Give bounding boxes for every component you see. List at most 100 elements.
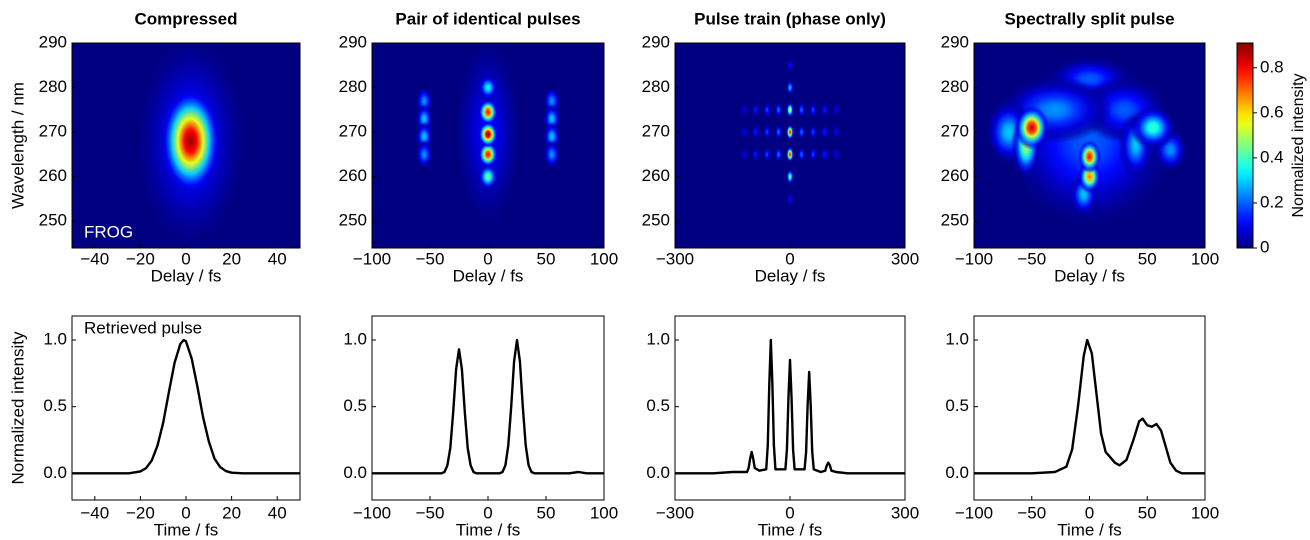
- x-axis-label: Delay / fs: [1054, 266, 1125, 285]
- x-tick-label: 100: [1191, 503, 1219, 522]
- x-tick-label: −100: [955, 503, 993, 522]
- heatmap-spot: [820, 102, 829, 118]
- heatmap-spot: [751, 124, 760, 140]
- heatmap-spot: [797, 124, 806, 140]
- x-tick-label: 40: [268, 503, 287, 522]
- pulse-line: [974, 338, 1205, 475]
- x-axis-label: Delay / fs: [151, 266, 222, 285]
- heatmap-spot: [415, 139, 433, 169]
- heatmap-spot: [763, 146, 771, 163]
- panel-title: Pair of identical pulses: [395, 9, 580, 28]
- panel-title: Spectrally split pulse: [1004, 9, 1174, 28]
- x-tick-label: −50: [416, 249, 445, 268]
- x-tick-label: 50: [537, 249, 556, 268]
- y-tick-label: 260: [339, 166, 367, 185]
- y-tick-label: 270: [39, 122, 67, 141]
- heatmap-spot: [763, 102, 771, 118]
- y-tick-label: 270: [642, 122, 670, 141]
- heatmap-spot: [477, 163, 499, 191]
- x-tick-label: −50: [1017, 249, 1046, 268]
- y-tick-label: 250: [39, 211, 67, 230]
- heatmap-spot: [740, 102, 748, 118]
- x-tick-label: 50: [537, 503, 556, 522]
- y-tick-label: 250: [941, 211, 969, 230]
- heatmap-spot: [786, 168, 794, 185]
- x-tick-label: −300: [656, 249, 694, 268]
- y-tick-label: 0.5: [945, 396, 969, 415]
- panel: Retrieved pulse −40 −20 0 20 40 0.0 0.5 1.0 Time …: [8, 315, 301, 539]
- x-tick-label: 50: [1138, 249, 1157, 268]
- heatmap-spot: [786, 57, 794, 74]
- y-tick-label: 0.0: [646, 463, 670, 482]
- y-tick-label: 1.0: [945, 329, 969, 348]
- y-tick-label: 260: [941, 166, 969, 185]
- y-tick-label: 0.5: [43, 396, 67, 415]
- y-tick-label: 1.0: [343, 329, 367, 348]
- colorbar-tick-label: 0.6: [1260, 102, 1284, 121]
- heatmap-spot: [786, 79, 794, 96]
- heatmap-spot: [820, 124, 829, 140]
- y-tick-label: 280: [339, 77, 367, 96]
- y-tick-label: 260: [642, 166, 670, 185]
- annotation: Retrieved pulse: [84, 318, 202, 337]
- colorbar-label: Normalized intensity: [1290, 73, 1307, 217]
- y-tick-label: 260: [39, 166, 67, 185]
- x-tick-label: 0: [785, 503, 794, 522]
- heatmap-spot: [740, 146, 748, 163]
- heatmap-spot: [477, 98, 499, 126]
- heatmap-spot: [774, 124, 783, 140]
- x-axis-label: Time / fs: [1057, 520, 1122, 539]
- heatmap-spot: [763, 124, 771, 140]
- heatmap-spot: [786, 102, 794, 118]
- heatmap-spot: [774, 146, 783, 163]
- heatmap-spot: [751, 146, 760, 163]
- y-tick-label: 250: [642, 211, 670, 230]
- x-tick-label: 100: [590, 249, 618, 268]
- y-tick-label: 280: [39, 77, 67, 96]
- x-tick-label: 20: [222, 249, 241, 268]
- x-tick-label: −50: [416, 503, 445, 522]
- x-tick-label: −40: [80, 503, 109, 522]
- heatmap-spot: [820, 146, 829, 163]
- x-tick-label: 0: [1085, 503, 1094, 522]
- x-tick-label: −20: [126, 503, 155, 522]
- x-tick-label: 0: [483, 503, 492, 522]
- heatmap-spot: [477, 141, 499, 168]
- heatmap-spot: [786, 191, 794, 207]
- y-tick-label: 0.0: [43, 463, 67, 482]
- x-tick-label: 100: [590, 503, 618, 522]
- annotation: FROG: [84, 222, 133, 241]
- heatmap: [974, 43, 1205, 248]
- x-tick-label: −40: [80, 249, 109, 268]
- heatmap-spot: [786, 124, 794, 140]
- y-tick-label: 290: [39, 32, 67, 51]
- y-tick-label: 0.0: [343, 463, 367, 482]
- heatmap-spot: [809, 146, 817, 163]
- heatmap-spot: [832, 146, 840, 163]
- x-tick-label: 50: [1138, 503, 1157, 522]
- panel-title: Pulse train (phase only): [694, 9, 886, 28]
- colorbar-tick-label: 0.2: [1260, 192, 1284, 211]
- panel: 0 0.2 0.4 0.6 0.8 Normalized intensity −100 −50…: [941, 9, 1308, 285]
- x-axis-label: Time / fs: [758, 520, 823, 539]
- colorbar: [1236, 42, 1254, 249]
- heatmap-spot: [797, 102, 806, 118]
- x-axis-label: Delay / fs: [755, 266, 826, 285]
- pulse-line: [675, 338, 905, 475]
- x-tick-label: 100: [1191, 249, 1219, 268]
- x-tick-label: −300: [656, 503, 694, 522]
- x-tick-label: −100: [955, 249, 993, 268]
- heatmap-background: [675, 43, 905, 248]
- heatmap: [675, 43, 905, 248]
- heatmap: [372, 43, 604, 248]
- x-tick-label: 300: [891, 503, 919, 522]
- x-tick-label: 0: [483, 249, 492, 268]
- y-tick-label: 1.0: [646, 329, 670, 348]
- panel-title: Compressed: [135, 9, 238, 28]
- pulse-line: [72, 338, 300, 475]
- x-tick-label: −100: [353, 249, 391, 268]
- colorbar-tick-label: 0: [1260, 237, 1269, 256]
- heatmap-spot: [1129, 105, 1177, 150]
- y-tick-label: 270: [339, 122, 367, 141]
- y-tick-label: 270: [941, 122, 969, 141]
